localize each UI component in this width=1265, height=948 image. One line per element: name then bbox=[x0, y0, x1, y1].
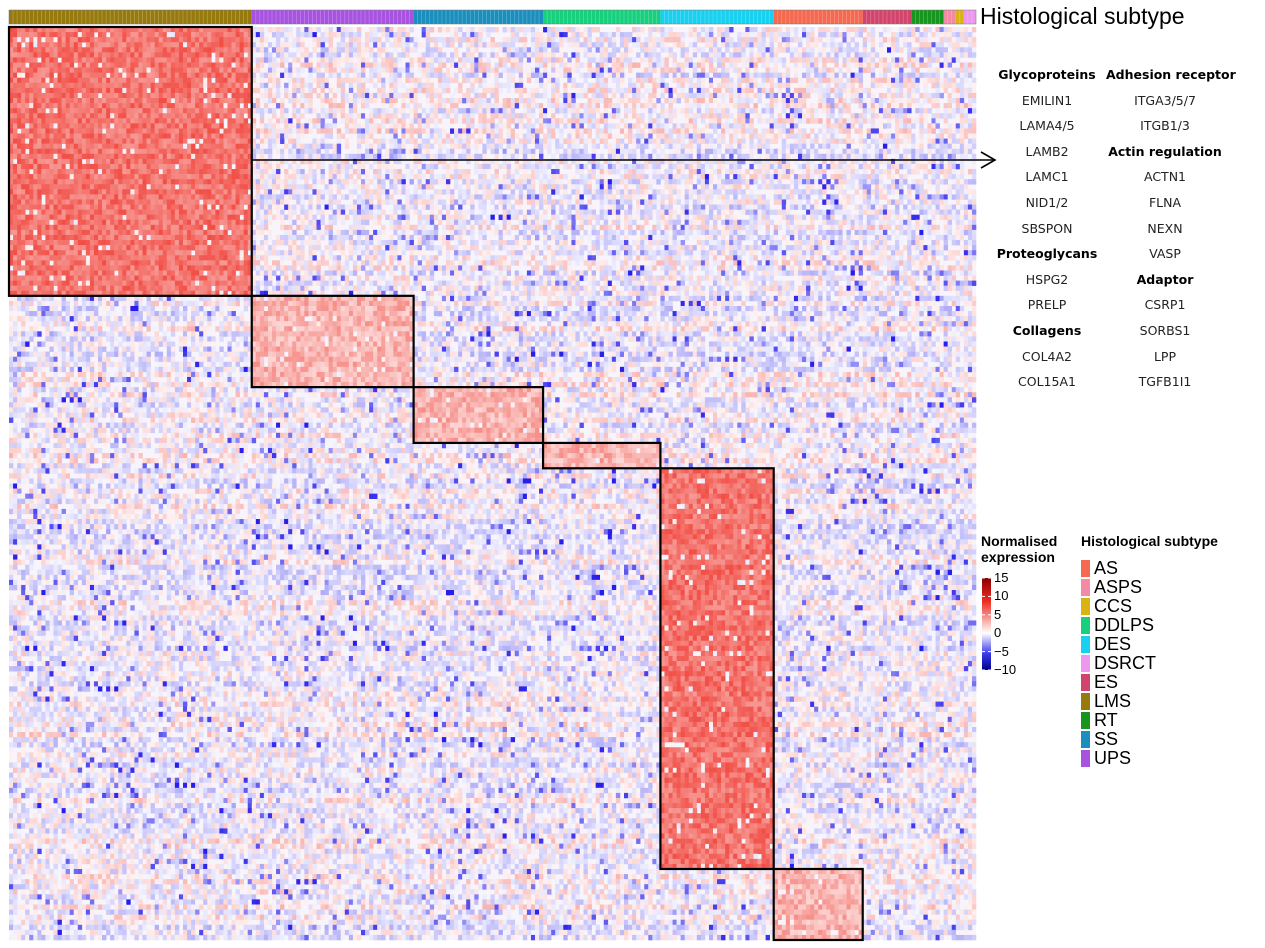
legend-swatch-ddlps bbox=[1081, 617, 1090, 634]
gene-label-left-11: COL4A2 bbox=[988, 344, 1106, 370]
expression-tick-4: −5 bbox=[994, 645, 1009, 658]
legend-label-ddlps: DDLPS bbox=[1094, 615, 1154, 635]
gene-group-header-right-0: Adhesion receptor bbox=[1106, 62, 1224, 88]
legend-label-ups: UPS bbox=[1094, 748, 1131, 768]
legend-label-dsrct: DSRCT bbox=[1094, 653, 1156, 673]
gene-group-header-right-3: Actin regulation bbox=[1106, 139, 1224, 165]
gene-label-left-9: PRELP bbox=[988, 292, 1106, 318]
gene-label-right-4: ACTN1 bbox=[1106, 164, 1224, 190]
expression-tick-2: 5 bbox=[994, 608, 1001, 621]
legend-entry-lms: LMS bbox=[1081, 692, 1265, 711]
legend-swatch-ss bbox=[1081, 731, 1090, 748]
legend-entry-as: AS bbox=[1081, 559, 1265, 578]
legend-swatch-asps bbox=[1081, 579, 1090, 596]
legend-swatch-ccs bbox=[1081, 598, 1090, 615]
legend-entry-asps: ASPS bbox=[1081, 578, 1265, 597]
subtype-legend-title: Histological subtype bbox=[1081, 533, 1265, 549]
gene-label-right-12: TGFB1I1 bbox=[1106, 369, 1224, 395]
legend-entry-es: ES bbox=[1081, 673, 1265, 692]
subtype-legend: Histological subtype AS ASPS CCS DDLPS DES DS… bbox=[1081, 533, 1265, 768]
gene-label-left-4: LAMC1 bbox=[988, 164, 1106, 190]
subtype-bar-asps bbox=[944, 10, 956, 24]
legend-label-ccs: CCS bbox=[1094, 596, 1132, 616]
gene-label-left-6: SBSPON bbox=[988, 216, 1106, 242]
gene-label-left-12: COL15A1 bbox=[988, 369, 1106, 395]
legend-swatch-as bbox=[1081, 560, 1090, 577]
legend-entry-rt: RT bbox=[1081, 711, 1265, 730]
legend-label-ss: SS bbox=[1094, 729, 1118, 749]
subtype-bar-dsrct bbox=[964, 10, 976, 24]
gene-group-header-right-8: Adaptor bbox=[1106, 267, 1224, 293]
legend-entry-ddlps: DDLPS bbox=[1081, 616, 1265, 635]
legend-entry-ups: UPS bbox=[1081, 749, 1265, 768]
legend-swatch-es bbox=[1081, 674, 1090, 691]
legend-entry-ccs: CCS bbox=[1081, 597, 1265, 616]
gene-label-right-7: VASP bbox=[1106, 241, 1224, 267]
legend-label-des: DES bbox=[1094, 634, 1131, 654]
gene-label-right-1: ITGA3/5/7 bbox=[1106, 88, 1224, 114]
expression-legend-title: Normalised expression bbox=[981, 533, 1071, 565]
gene-label-left-5: NID1/2 bbox=[988, 190, 1106, 216]
legend-swatch-dsrct bbox=[1081, 655, 1090, 672]
expression-tick-1: 10 bbox=[994, 589, 1008, 602]
legend-swatch-des bbox=[1081, 636, 1090, 653]
legend-label-rt: RT bbox=[1094, 710, 1118, 730]
legend-entry-des: DES bbox=[1081, 635, 1265, 654]
gene-label-right-9: CSRP1 bbox=[1106, 292, 1224, 318]
expression-legend-ticks: 15 10 5 0 −5 −10 bbox=[981, 575, 1051, 675]
legend-label-as: AS bbox=[1094, 558, 1118, 578]
subtype-annotation-bar bbox=[9, 10, 976, 24]
heatmap-body bbox=[9, 27, 976, 940]
legend-entry-ss: SS bbox=[1081, 730, 1265, 749]
gene-group-header-left-0: Glycoproteins bbox=[988, 62, 1106, 88]
gene-group-header-left-10: Collagens bbox=[988, 318, 1106, 344]
gene-label-left-3: LAMB2 bbox=[988, 139, 1106, 165]
gene-label-right-6: NEXN bbox=[1106, 216, 1224, 242]
legend-label-asps: ASPS bbox=[1094, 577, 1142, 597]
gene-label-right-11: LPP bbox=[1106, 344, 1224, 370]
expression-tick-3: 0 bbox=[994, 626, 1001, 639]
annotation-title: Histological subtype bbox=[980, 3, 1185, 30]
gene-group-header-left-7: Proteoglycans bbox=[988, 241, 1106, 267]
subtype-bar-ddlps bbox=[543, 10, 660, 24]
gene-label-right-5: FLNA bbox=[1106, 190, 1224, 216]
legend-swatch-lms bbox=[1081, 693, 1090, 710]
expression-tick-0: 15 bbox=[994, 571, 1008, 584]
legend-swatch-ups bbox=[1081, 750, 1090, 767]
legend-entry-dsrct: DSRCT bbox=[1081, 654, 1265, 673]
gene-label-right-2: ITGB1/3 bbox=[1106, 113, 1224, 139]
gene-label-right-10: SORBS1 bbox=[1106, 318, 1224, 344]
expression-tick-5: −10 bbox=[994, 663, 1016, 676]
legend-label-es: ES bbox=[1094, 672, 1118, 692]
gene-label-left-2: LAMA4/5 bbox=[988, 113, 1106, 139]
gene-column-right: Adhesion receptor ITGA3/5/7 ITGB1/3 Actin r… bbox=[1106, 62, 1224, 395]
legend-swatch-rt bbox=[1081, 712, 1090, 729]
gene-label-left-1: EMILIN1 bbox=[988, 88, 1106, 114]
expression-legend: Normalised expression bbox=[981, 533, 1071, 565]
gene-column-left: Glycoproteins EMILIN1 LAMA4/5 LAMB2 LAMC1 NID… bbox=[988, 62, 1106, 395]
legend-label-lms: LMS bbox=[1094, 691, 1131, 711]
gene-label-left-8: HSPG2 bbox=[988, 267, 1106, 293]
